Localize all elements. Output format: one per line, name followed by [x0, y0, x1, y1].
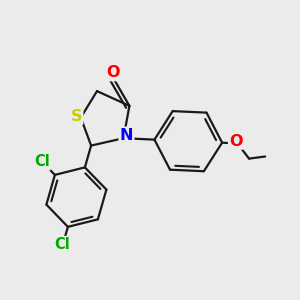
Text: O: O	[229, 134, 243, 148]
Text: Cl: Cl	[34, 154, 50, 169]
Text: O: O	[106, 65, 120, 80]
Text: Cl: Cl	[55, 237, 70, 252]
Text: N: N	[120, 128, 133, 143]
Text: S: S	[70, 109, 82, 124]
